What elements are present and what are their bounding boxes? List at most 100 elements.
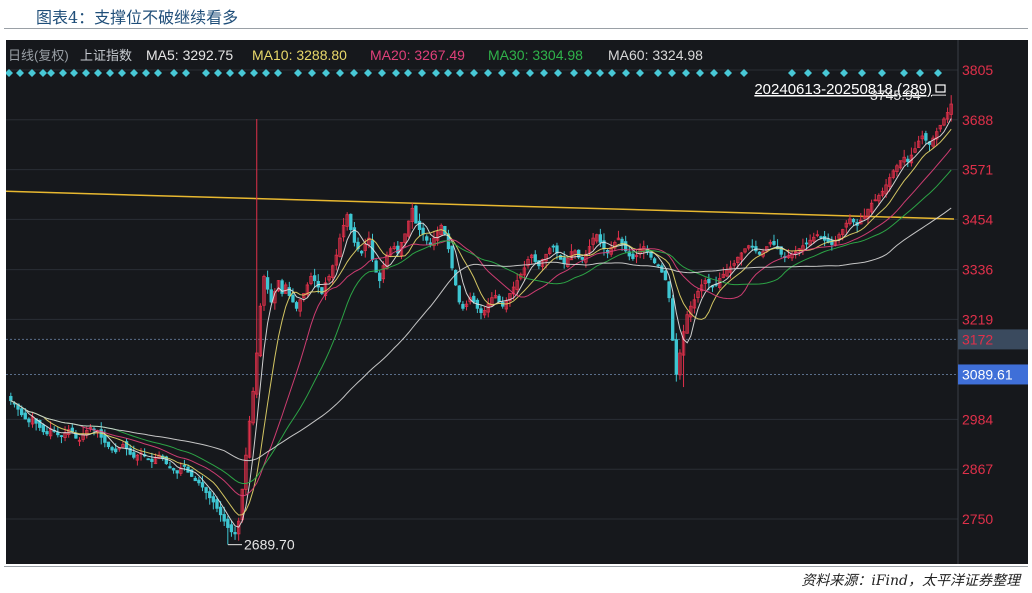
candle-body: [41, 424, 46, 433]
candle-body: [23, 412, 27, 420]
signal-marker: [456, 69, 464, 77]
candle-body: [649, 252, 653, 258]
candle-body: [359, 250, 364, 254]
range-label: 20240613-20250818 (289): [754, 81, 932, 98]
candle-body: [320, 287, 324, 294]
candle-body: [388, 248, 393, 256]
signal-marker: [6, 69, 13, 77]
signal-marker: [154, 69, 162, 77]
candle-body: [291, 294, 295, 303]
signal-marker: [498, 69, 506, 77]
legend-prefix: 日线(复权): [8, 48, 69, 63]
candle-body: [132, 452, 136, 458]
candle-body: [935, 131, 939, 140]
candle-body: [435, 231, 440, 241]
candle-body: [699, 284, 704, 292]
candle-body: [634, 254, 639, 258]
candle-body: [848, 218, 852, 225]
candle-body: [884, 184, 888, 195]
moving-average-lines: [10, 118, 952, 528]
signal-marker: [788, 69, 796, 77]
candle-body: [363, 244, 367, 251]
candle-body: [663, 270, 668, 281]
signal-marker: [82, 69, 90, 77]
candle-body: [77, 439, 82, 442]
source-note: 资料来源：iFind，太平洋证券整理: [801, 573, 1020, 589]
signal-marker: [900, 69, 908, 77]
candle-body: [562, 257, 566, 265]
signal-marker: [350, 69, 358, 77]
candle-body: [898, 160, 903, 169]
candle-body: [725, 269, 729, 277]
signal-marker: [274, 69, 282, 77]
candle-body: [851, 218, 856, 223]
candle-body: [804, 242, 809, 245]
grid-lines: [6, 69, 958, 520]
price-tag-box: [958, 364, 1028, 385]
candle-body: [414, 205, 418, 224]
candle-body: [493, 295, 498, 299]
signal-marker: [250, 69, 258, 77]
candle-body: [519, 273, 523, 279]
candle-body: [352, 227, 357, 243]
candle-body: [678, 352, 682, 376]
candle-body: [237, 520, 241, 535]
candle-body: [544, 253, 548, 262]
candle-body: [739, 252, 744, 260]
signal-marker: [878, 69, 886, 77]
candle-body: [182, 464, 187, 467]
candle-body: [616, 237, 621, 241]
candle-body: [808, 239, 812, 246]
lock-icon: [935, 84, 946, 93]
candle-body: [67, 429, 71, 436]
candle-body: [815, 234, 820, 237]
candle-body: [262, 276, 266, 306]
candle-body: [450, 245, 454, 269]
low-annotation: 2689.70: [244, 537, 295, 553]
candle-body: [218, 506, 223, 516]
candle-body: [486, 303, 490, 313]
signal-marker: [916, 69, 924, 77]
candle-body: [175, 470, 179, 474]
candle-body: [280, 280, 284, 294]
candlestick-chart[interactable]: 3805 3688 3571 3454 3336 3219 2984 2867 2750 3172…: [6, 40, 1028, 564]
candle-body: [685, 314, 689, 334]
candle-body: [772, 241, 776, 245]
candle-body: [265, 277, 270, 290]
candle-body: [421, 227, 425, 235]
y-tick-label: 3688: [962, 112, 993, 128]
candle-body: [938, 124, 943, 130]
signal-marker: [596, 69, 604, 77]
signal-marker: [570, 69, 578, 77]
candle-body: [208, 491, 212, 499]
candle-body: [338, 237, 342, 257]
candle-body: [378, 272, 382, 282]
legend-index-name: 上证指数: [80, 48, 132, 63]
candle-body: [226, 518, 230, 528]
ma-line: [10, 169, 952, 484]
candle-body: [417, 220, 422, 230]
candle-body: [457, 285, 461, 303]
y-tick-label: 2867: [962, 461, 993, 477]
signal-marker: [170, 69, 178, 77]
bottom-rule: [4, 566, 1028, 567]
signal-marker: [622, 69, 630, 77]
y-tick-label: 3571: [962, 162, 993, 178]
legend-item: MA10: 3288.80: [252, 47, 347, 63]
candle-body: [189, 469, 194, 477]
signal-marker: [654, 69, 662, 77]
ma-line: [10, 118, 952, 528]
candle-body: [472, 295, 476, 303]
signal-marker: [470, 69, 478, 77]
ma-line: [10, 128, 952, 516]
signal-marker: [804, 69, 812, 77]
candle-body: [179, 467, 183, 474]
signal-marker: [378, 69, 386, 77]
candle-body: [627, 251, 631, 257]
legend-item: MA30: 3304.98: [488, 47, 583, 63]
top-rule: [4, 28, 1028, 29]
signal-marker: [59, 69, 67, 77]
candle-body: [504, 300, 508, 310]
candle-body: [736, 256, 740, 263]
candle-body: [674, 339, 678, 375]
